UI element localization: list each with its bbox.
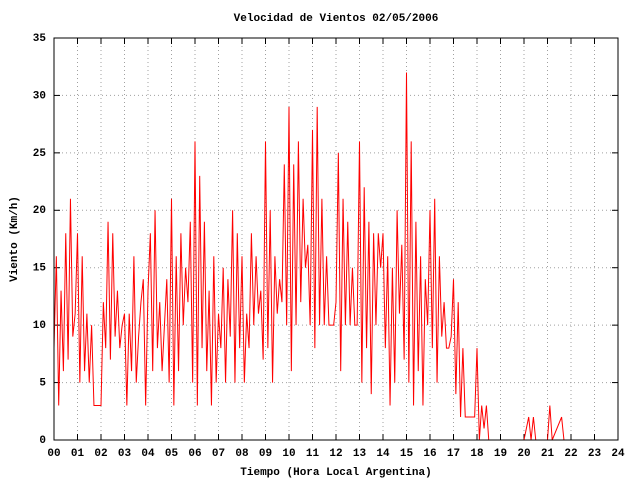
x-tick-label: 08	[235, 448, 249, 460]
x-tick-label: 20	[517, 448, 530, 460]
x-tick-label: 14	[376, 448, 390, 460]
x-tick-label: 04	[141, 448, 155, 460]
x-tick-label: 00	[47, 448, 60, 460]
y-tick-label: 10	[33, 320, 46, 332]
y-tick-label: 30	[33, 90, 46, 102]
y-axis-label: Viento (Km/h)	[9, 196, 21, 282]
chart-title: Velocidad de Vientos 02/05/2006	[234, 13, 439, 25]
y-tick-label: 0	[39, 435, 46, 447]
x-tick-label: 12	[329, 448, 342, 460]
x-tick-label: 01	[71, 448, 85, 460]
y-tick-label: 25	[33, 148, 47, 160]
y-tick-label: 35	[33, 33, 47, 45]
x-tick-label: 07	[212, 448, 225, 460]
y-tick-label: 15	[33, 263, 47, 275]
x-tick-label: 17	[447, 448, 460, 460]
x-tick-label: 24	[611, 448, 625, 460]
x-tick-label: 22	[564, 448, 577, 460]
plot-border	[53, 37, 619, 441]
x-tick-label: 03	[118, 448, 132, 460]
x-tick-label: 15	[400, 448, 414, 460]
data-line	[53, 72, 565, 441]
x-tick-label: 16	[423, 448, 436, 460]
x-tick-label: 05	[165, 448, 179, 460]
x-tick-label: 19	[494, 448, 507, 460]
x-tick-label: 23	[588, 448, 602, 460]
x-tick-label: 02	[94, 448, 107, 460]
x-tick-label: 21	[541, 448, 555, 460]
x-tick-label: 06	[188, 448, 201, 460]
x-tick-label: 10	[282, 448, 295, 460]
x-tick-label: 09	[259, 448, 272, 460]
x-axis-label: Tiempo (Hora Local Argentina)	[240, 467, 431, 479]
x-tick-label: 13	[353, 448, 367, 460]
y-tick-label: 20	[33, 205, 46, 217]
x-tick-label: 18	[470, 448, 484, 460]
x-tick-label: 11	[306, 448, 320, 460]
y-tick-label: 5	[39, 377, 46, 389]
